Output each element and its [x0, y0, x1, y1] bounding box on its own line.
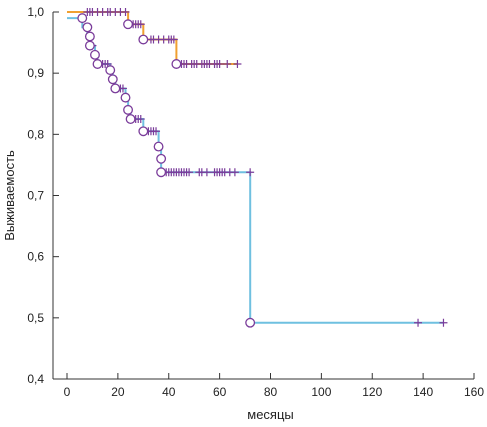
event-marker: [125, 114, 136, 124]
y-tick-label: 0,4: [27, 372, 44, 386]
x-tick-label: 80: [264, 385, 278, 399]
series-1: [67, 8, 242, 69]
chart-axes: 0,4 0,5 0,6 0,7 0,8 0,9 1,0 0 20 40 60 80 100 120 140 1…: [27, 5, 484, 399]
y-tick-label: 0,5: [27, 311, 44, 325]
censor-mark: [152, 127, 161, 136]
censor-mark: [230, 168, 239, 177]
event-marker: [138, 126, 149, 137]
x-tick-label: 100: [311, 385, 331, 399]
y-tick-label: 0,6: [27, 250, 44, 264]
x-tick-label: 160: [464, 385, 484, 399]
y-tick-label: 1,0: [27, 5, 44, 19]
censor-mark: [118, 84, 127, 93]
censor-mark: [439, 318, 448, 327]
y-axis-title: Выживаемость: [2, 150, 17, 241]
series-line: [67, 17, 444, 324]
plot-area: [67, 8, 448, 328]
event-marker: [138, 34, 149, 45]
event-marker: [120, 92, 131, 103]
censor-mark: [246, 168, 255, 177]
event-marker: [84, 31, 95, 42]
event-marker: [84, 40, 95, 51]
event-marker: [123, 104, 134, 115]
x-tick-label: 0: [64, 385, 71, 399]
censor-mark: [136, 115, 145, 124]
event-marker: [90, 49, 100, 60]
event-marker: [105, 65, 116, 76]
x-tick-label: 40: [162, 385, 176, 399]
x-tick-label: 60: [213, 385, 227, 399]
x-tick-label: 20: [111, 385, 125, 399]
event-marker: [82, 22, 93, 33]
event-marker: [156, 153, 167, 164]
y-tick-label: 0,7: [27, 189, 44, 203]
censor-mark: [202, 168, 211, 177]
event-marker: [107, 74, 118, 85]
event-marker: [156, 167, 167, 178]
censor-mark: [185, 168, 194, 177]
censor-mark: [414, 318, 423, 327]
event-marker: [245, 317, 256, 328]
y-tick-label: 0,8: [27, 127, 44, 141]
x-tick-label: 140: [413, 385, 433, 399]
y-tick-label: 0,9: [27, 66, 44, 80]
series-2: [67, 13, 448, 328]
event-marker: [77, 13, 88, 24]
event-marker: [123, 19, 134, 30]
censor-mark: [136, 20, 145, 29]
censor-mark: [169, 35, 178, 44]
x-tick-label: 120: [362, 385, 382, 399]
event-marker: [110, 83, 121, 94]
x-axis-title: месяцы: [247, 407, 294, 422]
event-marker: [92, 59, 103, 69]
censor-mark: [121, 8, 130, 16]
censor-mark: [233, 59, 242, 68]
censor-mark: [215, 59, 224, 68]
event-marker: [171, 59, 182, 69]
event-marker: [153, 141, 164, 152]
censor-mark: [223, 59, 232, 68]
